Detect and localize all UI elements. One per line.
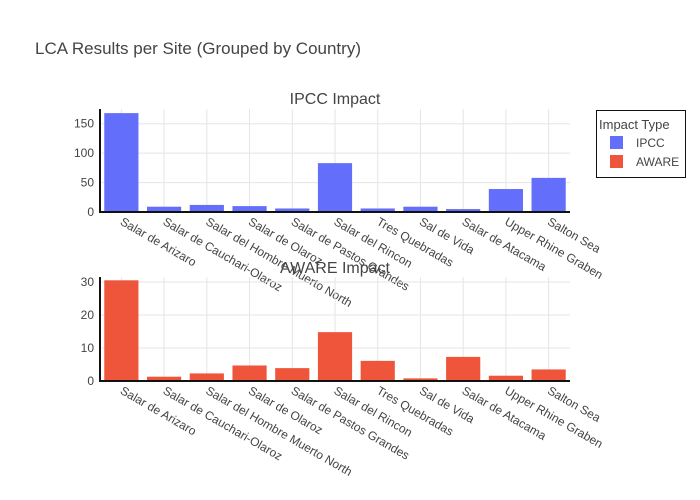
bar-aware[interactable] xyxy=(446,356,481,381)
bar-aware[interactable] xyxy=(403,378,438,381)
bar-ipcc[interactable] xyxy=(275,208,310,212)
x-tick-label: Salar de Arizaro xyxy=(118,214,199,269)
y-tick-label: 0 xyxy=(87,205,94,219)
bar-ipcc[interactable] xyxy=(488,189,523,212)
bar-aware[interactable] xyxy=(232,365,267,381)
y-tick-label: 100 xyxy=(74,146,94,160)
bar-ipcc[interactable] xyxy=(446,209,481,212)
subplot-title: AWARE Impact xyxy=(280,260,391,277)
bar-ipcc[interactable] xyxy=(403,206,438,212)
y-tick-label: 10 xyxy=(81,341,95,355)
bar-ipcc[interactable] xyxy=(104,113,139,212)
legend-swatch-aware[interactable] xyxy=(610,155,623,168)
legend[interactable]: Impact Type IPCC AWARE xyxy=(596,110,686,178)
bar-ipcc[interactable] xyxy=(531,177,566,212)
y-tick-label: 20 xyxy=(81,308,95,322)
bar-ipcc[interactable] xyxy=(360,208,395,212)
bar-aware[interactable] xyxy=(317,332,353,381)
bar-ipcc[interactable] xyxy=(147,206,182,212)
legend-label-aware[interactable]: AWARE xyxy=(636,155,679,169)
y-tick-label: 50 xyxy=(81,176,95,190)
bar-aware[interactable] xyxy=(189,373,224,381)
legend-swatch-ipcc[interactable] xyxy=(610,136,623,149)
bar-aware[interactable] xyxy=(488,375,523,381)
legend-title: Impact Type xyxy=(599,117,670,132)
bar-ipcc[interactable] xyxy=(189,204,224,212)
y-tick-label: 0 xyxy=(87,374,94,388)
bar-ipcc[interactable] xyxy=(317,163,353,212)
bar-aware[interactable] xyxy=(104,280,139,381)
y-tick-label: 150 xyxy=(74,117,94,131)
bar-aware[interactable] xyxy=(275,368,310,381)
bar-ipcc[interactable] xyxy=(232,206,267,212)
legend-label-ipcc[interactable]: IPCC xyxy=(636,136,665,150)
chart-title: LCA Results per Site (Grouped by Country… xyxy=(35,39,361,58)
bar-aware[interactable] xyxy=(531,369,566,381)
y-tick-label: 30 xyxy=(81,275,95,289)
subplot-title: IPCC Impact xyxy=(290,91,381,108)
x-tick-label: Salar de Arizaro xyxy=(118,383,199,438)
bar-aware[interactable] xyxy=(147,376,182,381)
bar-aware[interactable] xyxy=(360,360,395,381)
